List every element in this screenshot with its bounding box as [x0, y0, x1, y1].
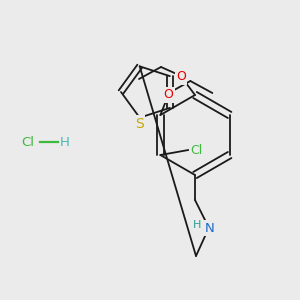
Text: O: O: [176, 70, 186, 83]
Text: Cl: Cl: [22, 136, 34, 148]
Text: H: H: [60, 136, 70, 148]
Text: S: S: [135, 117, 144, 131]
Text: N: N: [205, 221, 215, 235]
Text: H: H: [193, 220, 201, 230]
Text: O: O: [164, 88, 173, 101]
Text: Cl: Cl: [190, 143, 202, 157]
